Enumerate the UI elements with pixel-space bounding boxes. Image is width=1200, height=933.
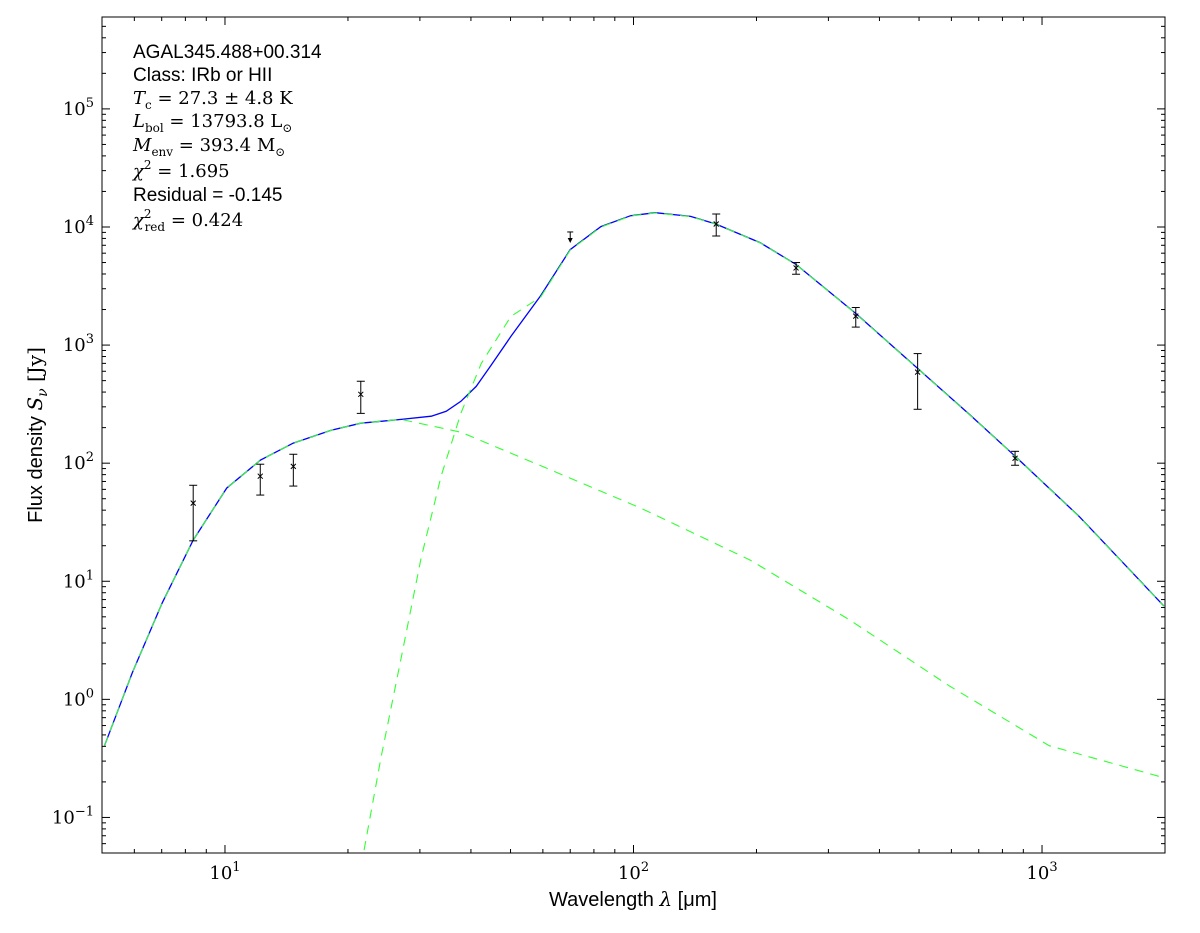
annotation-line: χ2 red = 0.424: [131, 207, 243, 234]
annotation-text: = 27.3 ± 4.8 K: [152, 88, 293, 109]
data-point: [189, 484, 198, 542]
y-tick-label: 100: [63, 686, 94, 710]
data-marker: [357, 391, 364, 398]
plot-frame: [101, 16, 1166, 854]
annotation-line: AGAL345.488+00.314: [133, 42, 322, 63]
data-point: [792, 262, 801, 275]
y-tick-exponent: 1: [86, 568, 94, 583]
component-curve-2: [103, 418, 1164, 779]
annotation-text: χ: [131, 161, 145, 182]
y-tick-label: 105: [63, 96, 94, 120]
data-point: [256, 463, 265, 496]
data-marker: [1012, 455, 1018, 462]
annotation-line: Tc = 27.3 ± 4.8 K: [133, 88, 293, 112]
annotation-line: Lbol = 13793.8 L⊙: [132, 111, 292, 135]
y-axis-label: Flux density Sν [Jy]: [23, 347, 51, 523]
y-tick-base: 10: [63, 217, 86, 238]
annotation-text: M: [132, 135, 152, 156]
x-tick-exponent: 2: [641, 860, 649, 875]
y-tick-exponent: 3: [86, 332, 94, 347]
annotation-text: χ: [131, 210, 145, 231]
data-marker: [290, 463, 297, 470]
annotation-text: = 0.424: [165, 210, 243, 231]
annotation-line: Residual = -0.145: [133, 185, 282, 206]
x-tick-label: 103: [1026, 860, 1057, 884]
data-marker: [914, 369, 921, 375]
upper-limit-arrow-icon: [567, 237, 573, 243]
annotation-superscript: 2: [144, 207, 152, 221]
y-tick-base: 10: [63, 99, 86, 120]
y-label-subscript: ν: [35, 388, 51, 397]
x-axis-label: Wavelength λ [μm]: [549, 887, 717, 911]
annotation-text: = 13793.8 L: [164, 111, 283, 132]
annotation-subscript: red: [145, 220, 166, 234]
annotation-text: L: [132, 111, 145, 132]
annotation-superscript: 2: [144, 158, 152, 172]
total-model-curve: [103, 212, 1165, 746]
annotation-subscript: env: [151, 145, 173, 159]
y-tick-exponent: 2: [86, 450, 94, 465]
y-tick-base: 10: [63, 571, 86, 592]
annotation-text: Residual = -0.145: [133, 185, 282, 206]
data-points: [189, 213, 1020, 542]
y-label-text: Flux density: [25, 411, 47, 523]
y-tick-label: 103: [63, 332, 94, 356]
data-point: [851, 307, 860, 328]
component-curve-1: [363, 212, 1165, 851]
data-point: [356, 380, 365, 414]
data-point: [567, 231, 574, 243]
y-tick-base: 10: [63, 689, 86, 710]
y-tick-exponent: 5: [86, 96, 94, 111]
x-tick-base: 10: [209, 863, 232, 884]
x-label-unit: [μm]: [672, 889, 717, 911]
data-point: [913, 353, 922, 410]
data-point: [712, 213, 721, 237]
annotation-line: Class: IRb or HII: [133, 65, 272, 86]
y-label-unit: [Jy]: [23, 347, 47, 388]
data-point: [289, 453, 298, 487]
x-tick-base: 10: [1026, 863, 1049, 884]
y-tick-label: 10−1: [52, 804, 94, 828]
y-label-symbol: S: [23, 397, 47, 411]
annotation-text: T: [133, 88, 147, 109]
data-marker: [852, 313, 859, 319]
x-tick-exponent: 1: [232, 860, 240, 875]
y-tick-label: 102: [63, 450, 94, 474]
model-curves: [103, 212, 1165, 851]
y-tick-base: 10: [63, 453, 86, 474]
y-tick-label: 101: [63, 568, 94, 592]
annotation-subscript: ⊙: [275, 145, 285, 159]
data-point: [1011, 450, 1020, 466]
y-tick-base: 10: [52, 807, 75, 828]
annotation-subscript: bol: [145, 121, 164, 135]
data-marker: [190, 500, 197, 506]
annotation-subscript: c: [145, 98, 152, 112]
annotation-line: χ2 = 1.695: [131, 158, 230, 182]
annotation-text: = 393.4 M: [173, 135, 275, 156]
y-tick-exponent: 0: [86, 686, 94, 701]
x-tick-label: 101: [209, 860, 240, 884]
y-tick-exponent: −1: [75, 804, 94, 819]
annotation-text: = 1.695: [152, 161, 230, 182]
x-tick-base: 10: [618, 863, 641, 884]
x-label-symbol: λ: [658, 887, 672, 911]
data-marker: [257, 473, 264, 480]
x-tick-exponent: 3: [1049, 860, 1057, 875]
y-tick-base: 10: [63, 335, 86, 356]
annotation-text: AGAL345.488+00.314: [133, 42, 322, 63]
x-tick-label: 102: [618, 860, 649, 884]
annotation-subscript: ⊙: [282, 121, 292, 135]
y-tick-label: 104: [63, 214, 94, 238]
data-marker: [713, 221, 720, 227]
data-marker: [793, 265, 799, 271]
y-tick-exponent: 4: [86, 214, 94, 229]
x-label-text: Wavelength: [549, 889, 659, 911]
annotation-text: Class: IRb or HII: [133, 65, 272, 86]
annotation-line: Menv = 393.4 M⊙: [132, 135, 285, 159]
